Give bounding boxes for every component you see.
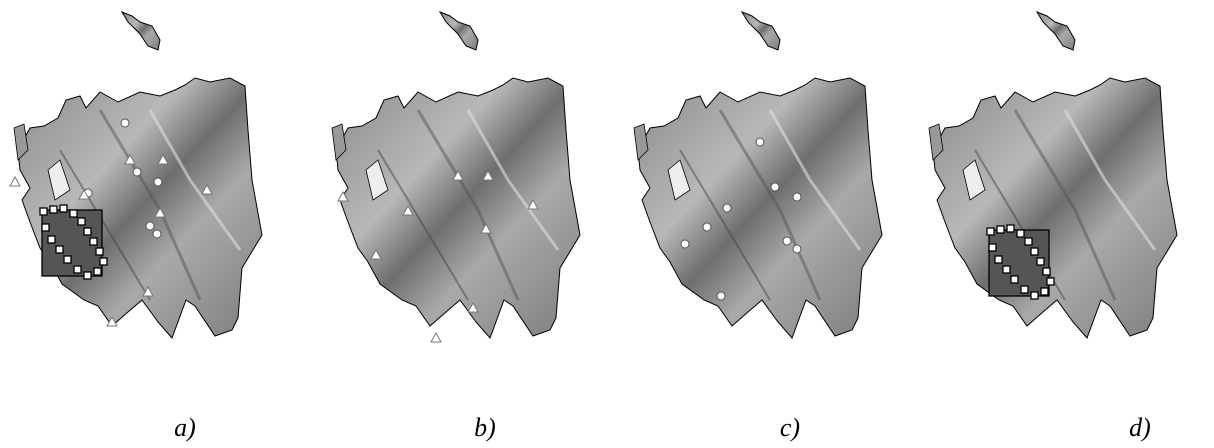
panel-label: a) [174,413,196,442]
panel-label: d) [1129,413,1151,442]
panel-c: c) [634,12,882,442]
panel-label: c) [780,413,800,442]
map [929,12,1177,338]
panel-label: b) [474,413,496,442]
sample-boxes [40,205,107,279]
map [634,12,882,338]
panel-b: b) [332,12,580,442]
panel-d: d) [929,12,1177,442]
panel-a: a) [10,12,262,442]
figure: a) b) c) d) [0,0,1214,448]
sample-boxes [987,225,1054,299]
